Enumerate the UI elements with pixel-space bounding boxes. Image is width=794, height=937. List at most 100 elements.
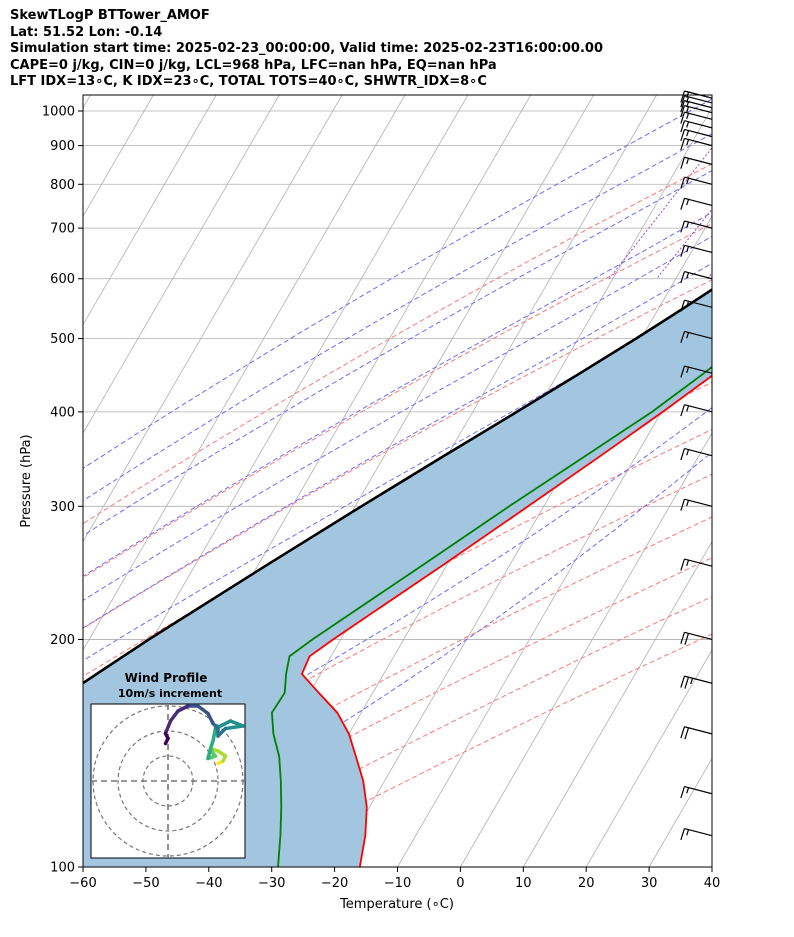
- hodograph-segment: [176, 704, 190, 713]
- x-tick-label: −60: [69, 876, 96, 891]
- wind-barb-flag: [680, 198, 686, 210]
- isotherm-line: [397, 323, 712, 867]
- x-tick-label: 0: [456, 876, 464, 891]
- moist-adiabat-line: [83, 407, 712, 807]
- title-line-1: SkewTLogP BTTower_AMOF: [10, 8, 210, 23]
- wind-barb-staff: [684, 631, 713, 641]
- wind-barb-flag: [680, 632, 686, 644]
- x-tick-label: 20: [578, 876, 595, 891]
- wind-barb-staff: [684, 95, 713, 104]
- wind-barb-flag: [680, 112, 686, 124]
- wind-barb: [680, 120, 713, 133]
- title-line-2: Lat: 51.52 Lon: -0.14: [10, 24, 163, 40]
- isotherm-line: [460, 432, 712, 867]
- wind-barb-flag: [680, 404, 686, 417]
- x-tick-label: −50: [132, 876, 159, 891]
- isotherm-line: [83, 95, 91, 109]
- wind-barb: [680, 786, 713, 799]
- wind-barb-flag: [680, 498, 686, 511]
- wind-barb-staff: [684, 137, 713, 147]
- wind-barb: [680, 558, 713, 571]
- axes: Temperature (∘C) Pressure (hPa) −60 −50 −4…: [19, 105, 720, 912]
- hodograph-segment: [196, 704, 210, 716]
- wind-barb: [680, 176, 713, 189]
- chart-title-block: SkewTLogP BTTower_AMOF Lat: 51.52 Lon: -…: [10, 8, 603, 91]
- wind-barb: [680, 128, 713, 142]
- wind-barb-staff: [684, 128, 713, 138]
- wind-barb-staff: [684, 558, 713, 567]
- wind-barb: [680, 220, 713, 233]
- wind-barb-staff: [684, 271, 713, 280]
- wind-barb-flag: [684, 727, 690, 740]
- wind-barb-staff: [684, 156, 713, 165]
- wind-barb-staff: [684, 197, 713, 207]
- wind-barb-staff: [684, 100, 713, 109]
- wind-barb-flag: [684, 676, 690, 689]
- wind-barb-staff: [684, 404, 713, 413]
- title-line-5: LFT IDX=13∘C, K IDX=23∘C, TOTAL TOTS=40∘…: [10, 74, 487, 89]
- x-tick-label: −10: [384, 876, 411, 891]
- x-tick-label: 40: [704, 876, 721, 891]
- x-tick-label: −20: [321, 876, 348, 891]
- wind-barb: [680, 244, 713, 257]
- dry-adiabat-line: [83, 223, 712, 579]
- wind-barb-half-flag: [686, 366, 690, 373]
- wind-barb-flag: [684, 633, 690, 645]
- y-tick-label: 100: [50, 861, 75, 876]
- wind-barb: [680, 675, 713, 689]
- wind-barb: [680, 111, 713, 124]
- wind-barb-flag: [680, 675, 686, 688]
- wind-barb-half-flag: [686, 121, 690, 128]
- wind-barb-half-flag: [686, 559, 690, 566]
- x-tick-label: −40: [195, 876, 222, 891]
- wind-barb-half-flag: [686, 332, 690, 339]
- dewpoint-profile: [270, 365, 712, 867]
- isotherm-line: [522, 540, 712, 867]
- title-line-4: CAPE=0 j/kg, CIN=0 j/kg, LCL=968 hPa, LF…: [10, 57, 497, 73]
- wind-barb: [680, 299, 713, 312]
- hodograph-plot: [91, 704, 245, 858]
- moist-adiabat-line: [83, 98, 712, 469]
- wind-barb: [680, 104, 713, 118]
- wind-barb-half-flag: [686, 139, 690, 146]
- hodograph-ring: [117, 730, 219, 832]
- wind-barb-half-flag: [686, 301, 690, 308]
- wind-barb-staff: [684, 299, 713, 308]
- wind-barb-half-flag: [686, 113, 690, 120]
- wind-barbs: [680, 90, 713, 841]
- wind-barb: [680, 447, 713, 461]
- wind-barb-half-flag: [686, 272, 690, 279]
- wind-barb-flag: [680, 90, 686, 103]
- y-tick-label: 900: [50, 139, 75, 154]
- wind-barb-half-flag: [686, 106, 690, 113]
- y-tick-label: 200: [50, 633, 75, 648]
- wind-barb-staff: [684, 447, 713, 457]
- isotherm-line: [83, 95, 343, 543]
- wind-barb-flag: [680, 271, 686, 284]
- wind-barb-staff: [684, 827, 713, 837]
- wind-barb-flag: [680, 176, 686, 189]
- y-tick-label: 400: [50, 405, 75, 420]
- hodograph-segment: [163, 736, 170, 746]
- wind-barb-staff: [684, 675, 713, 684]
- wind-barb: [680, 271, 713, 284]
- wind-barb-staff: [684, 365, 713, 374]
- moist-adiabat-line: [83, 292, 712, 662]
- wind-barb-half-flag: [690, 678, 694, 685]
- moist-adiabat-line: [83, 262, 712, 629]
- wind-barb-half-flag: [686, 829, 690, 836]
- x-tick-label: −30: [258, 876, 285, 891]
- wind-barb-flag: [680, 331, 686, 344]
- wind-barb-staff: [684, 176, 713, 185]
- wind-barb-half-flag: [686, 405, 690, 412]
- wind-barb-staff: [684, 111, 713, 120]
- x-tick-label: 30: [641, 876, 658, 891]
- wind-barb: [680, 404, 713, 417]
- wind-barb: [680, 137, 713, 151]
- dry-adiabat-line: [83, 473, 712, 807]
- wind-barb-flag: [680, 105, 686, 118]
- wind-barb-half-flag: [686, 246, 690, 253]
- hodograph-segment: [168, 709, 180, 723]
- wind-barb-staff: [684, 786, 713, 795]
